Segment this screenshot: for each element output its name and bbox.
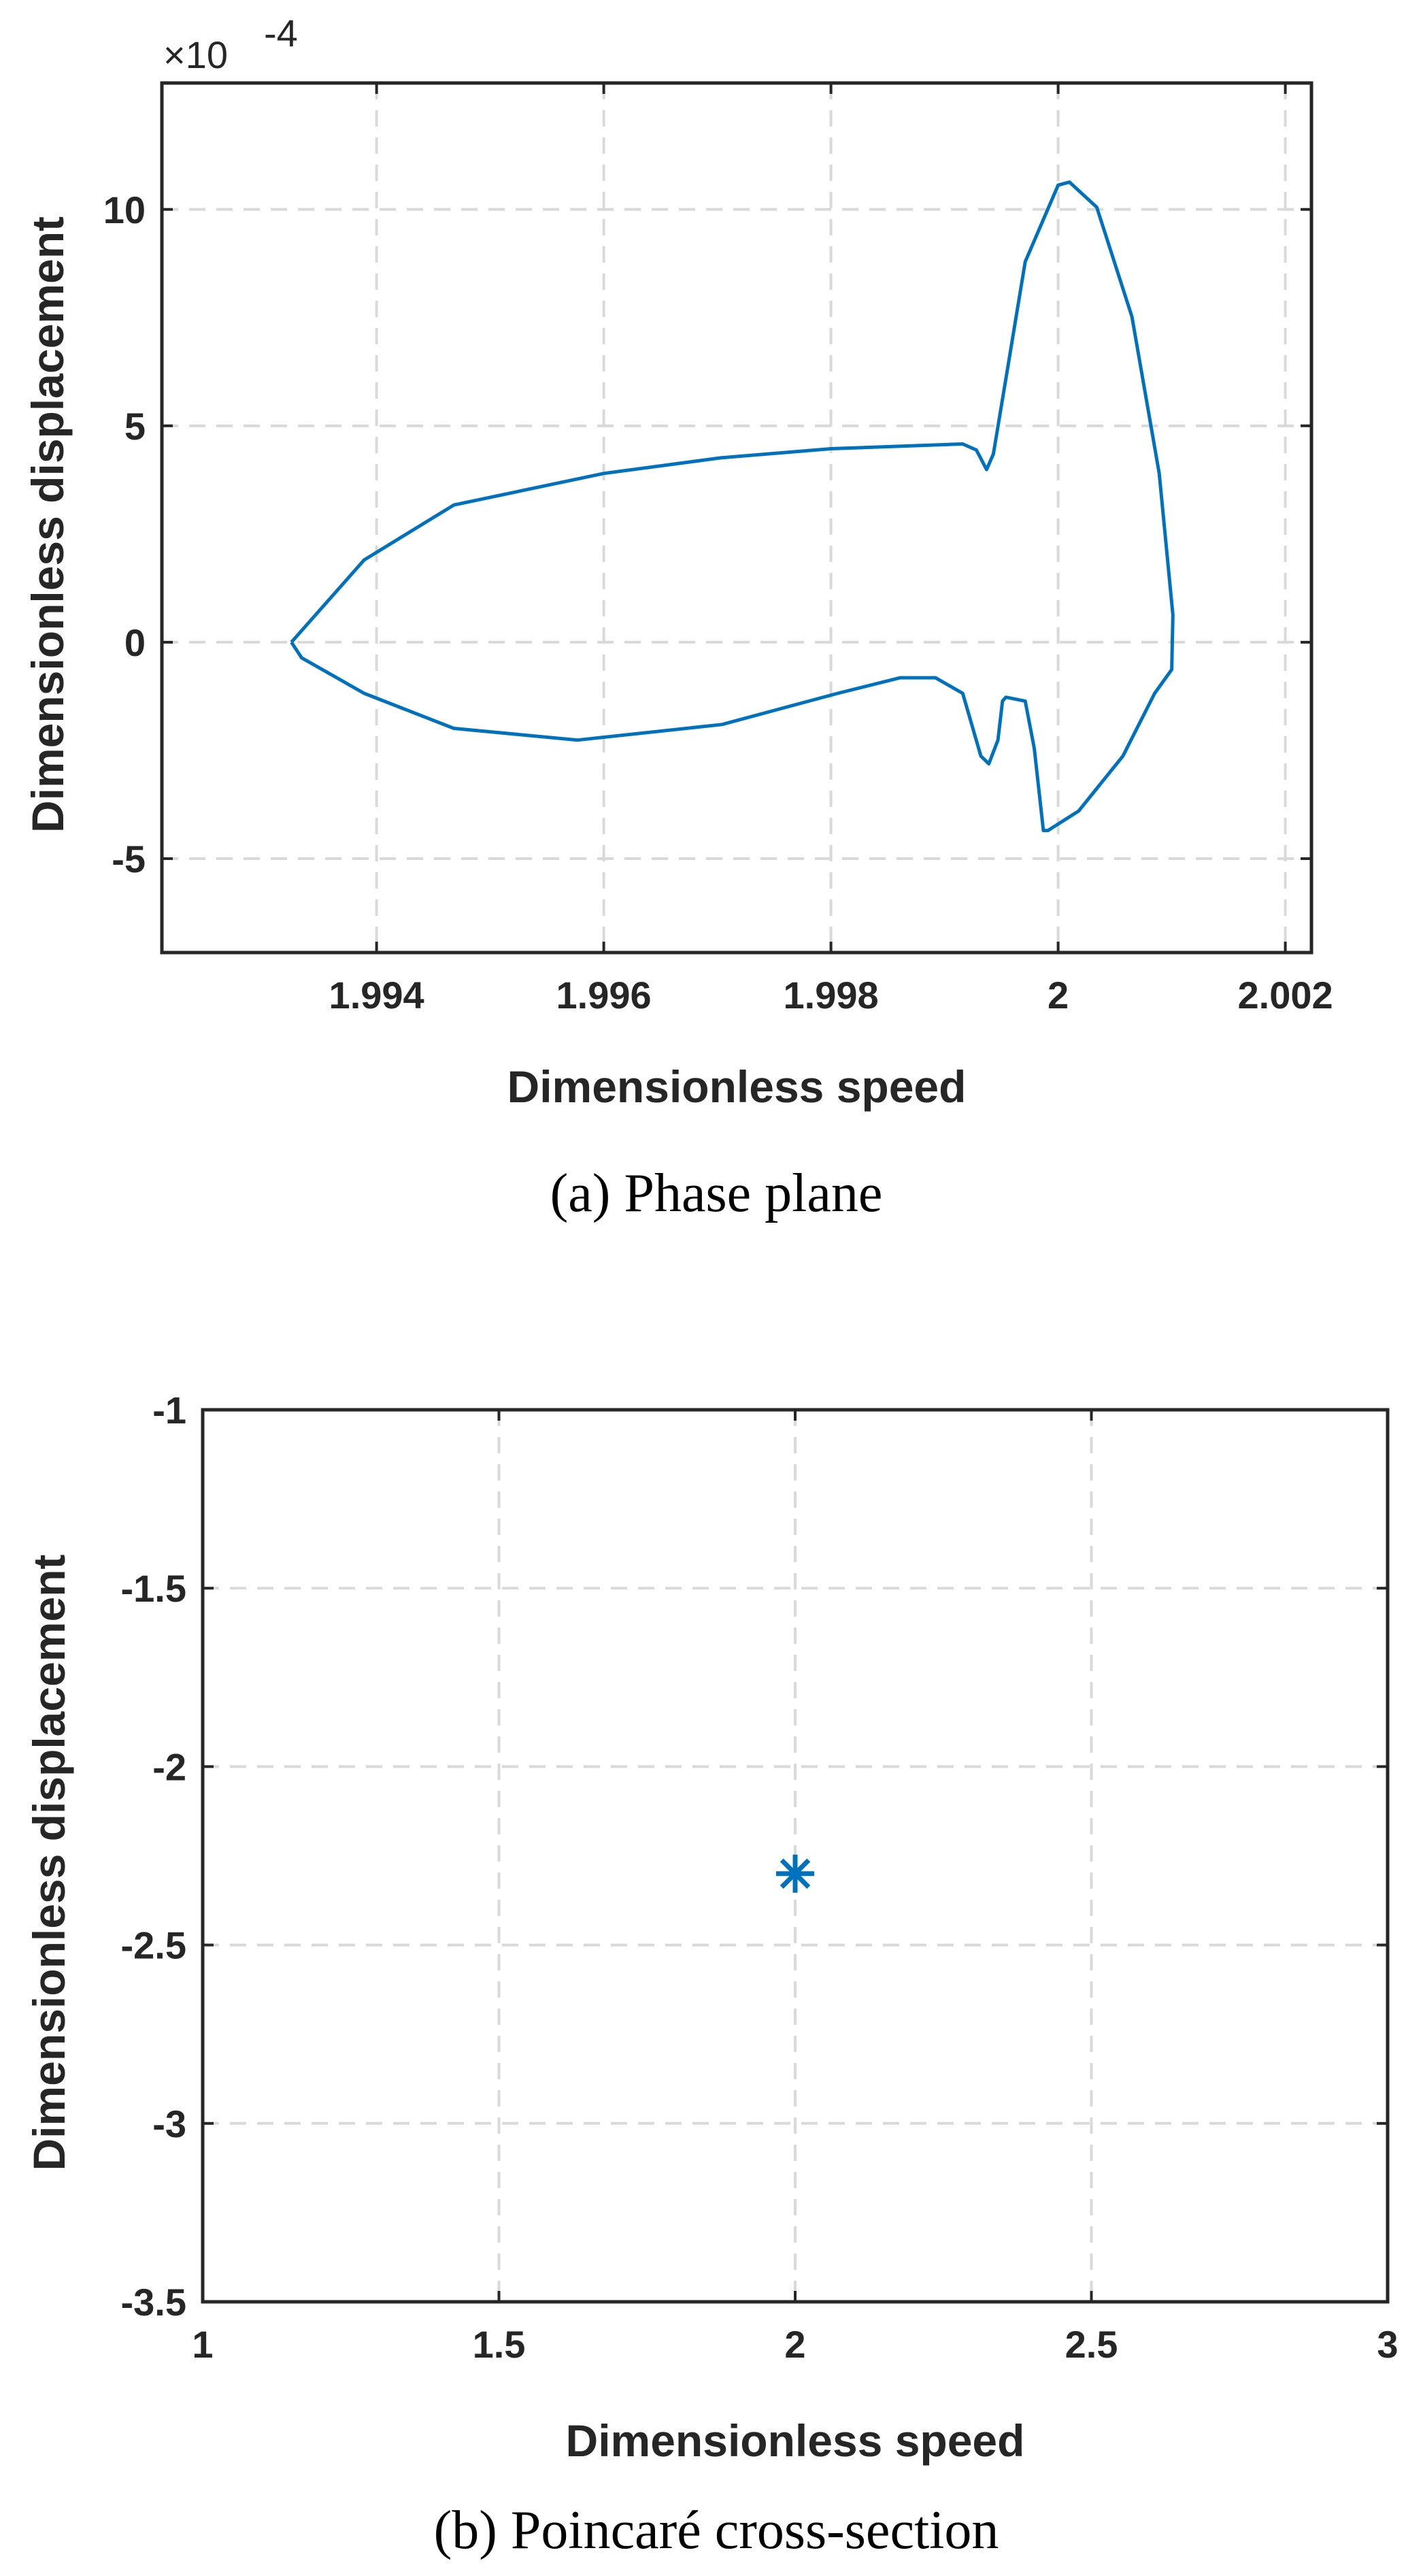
y-tick-label: -5 — [112, 838, 146, 880]
x-tick-label: 1.994 — [329, 974, 424, 1017]
y-tick-label: 5 — [124, 405, 146, 448]
x-tick-label: 1.996 — [556, 974, 652, 1017]
y-tick-label: -2.5 — [121, 1924, 187, 1967]
y-axis-label: Dimensionless displacement — [24, 1554, 74, 2170]
x-tick-label: 1.998 — [784, 974, 879, 1017]
y-tick-label: -3 — [152, 2102, 186, 2145]
y-tick-label: -1 — [152, 1389, 186, 1432]
x-axis-label: Dimensionless speed — [566, 2415, 1025, 2466]
figure-caption: (a) Phase plane — [550, 1163, 883, 1223]
y-tick-label: -3.5 — [121, 2281, 187, 2324]
x-axis-label: Dimensionless speed — [507, 1061, 967, 1112]
y-tick-label: 10 — [103, 188, 146, 231]
x-tick-label: 2 — [784, 2323, 805, 2366]
x-tick-label: 1.5 — [473, 2323, 526, 2366]
figure-caption: (b) Poincaré cross-section — [434, 2500, 999, 2560]
marker-stroke — [780, 1858, 811, 1889]
y-axis-label: Dimensionless displacement — [22, 216, 73, 833]
x-tick-label: 1 — [192, 2323, 213, 2366]
phase-plane-chart: 1.994 1.996 1.998 2 2.002 -5 0 5 10 Dimensionless… — [22, 12, 1333, 1223]
x-tick-label: 2 — [1048, 974, 1069, 1017]
y-tick-label: 0 — [124, 621, 146, 664]
trajectory-line — [290, 180, 1175, 833]
y-tick-label: -1.5 — [121, 1567, 187, 1610]
axes-box — [160, 81, 1313, 955]
poincare-chart: 1 1.5 2 2.5 3 -3.5 -3 -2.5 -2 -1.5 -1 Dimensionless… — [24, 1389, 1398, 2560]
y-multiplier: ×10 — [163, 33, 228, 76]
x-tick-label: 2.002 — [1238, 974, 1333, 1017]
asterisk-marker — [776, 1854, 814, 1893]
axes-box — [201, 1408, 1390, 2304]
y-tick-label: -2 — [152, 1745, 186, 1788]
x-tick-label: 3 — [1377, 2323, 1398, 2366]
x-tick-label: 2.5 — [1065, 2323, 1118, 2366]
y-exponent: -4 — [264, 12, 298, 54]
